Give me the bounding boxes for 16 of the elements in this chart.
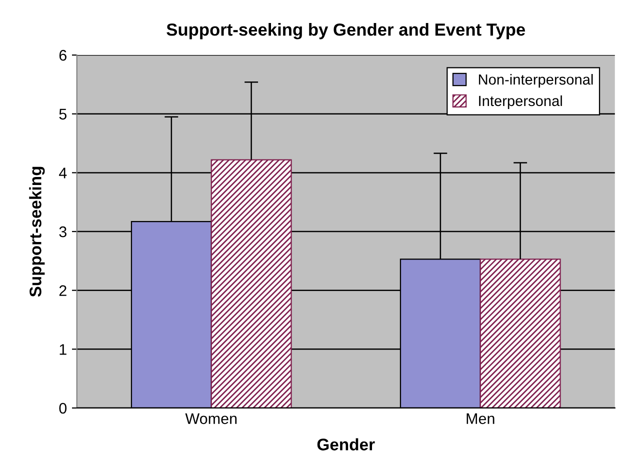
bar	[210, 159, 292, 408]
x-axis-title: Gender	[317, 438, 375, 450]
bar	[480, 258, 561, 408]
y-tick-label: 4	[58, 168, 67, 178]
y-tick-label: 5	[59, 108, 66, 120]
y-tick-label: 3	[59, 226, 66, 238]
legend-label: Interpersonal	[479, 95, 562, 109]
y-tick-label: 6	[59, 50, 66, 61]
chart-title: Support-seeking by Gender and Event Type	[166, 23, 526, 40]
y-tick-label: 2	[59, 285, 66, 296]
y-tick-label: 1	[60, 344, 66, 355]
legend-label: Non-interpersonal	[478, 74, 593, 88]
x-tick-label: Men	[466, 413, 494, 424]
y-tick-label: 0	[59, 402, 67, 414]
x-tick-label: Women	[185, 413, 237, 424]
y-axis-title: Support-seeking	[29, 166, 45, 297]
